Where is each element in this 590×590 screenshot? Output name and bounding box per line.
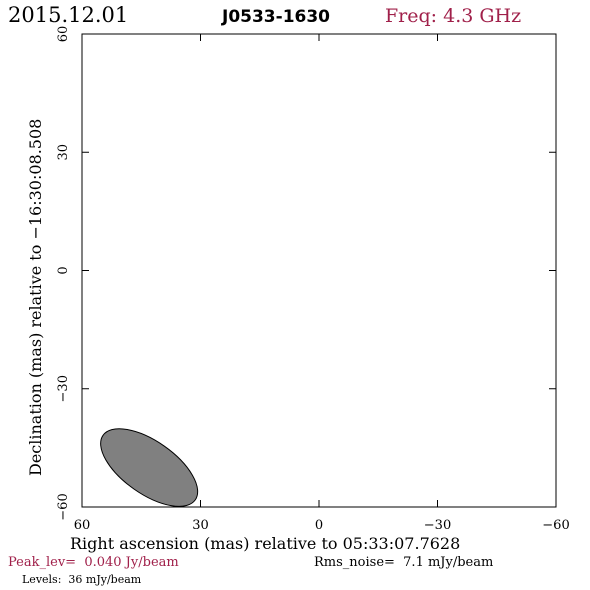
x-tick-label: 60 <box>74 518 91 533</box>
plot-frame <box>81 33 557 508</box>
contour-levels: Levels: 36 mJy/beam <box>22 573 142 586</box>
y-tick-label: −60 <box>56 493 71 520</box>
rms-noise: Rms_noise= 7.1 mJy/beam <box>314 555 493 570</box>
x-tick-label: 30 <box>192 518 209 533</box>
x-tick-label: −30 <box>424 518 451 533</box>
y-tick-label: 30 <box>56 144 71 161</box>
y-axis-label: Declination (mas) relative to −16:30:08.… <box>26 119 45 476</box>
beam-layer <box>100 428 199 507</box>
observation-date: 2015.12.01 <box>8 3 128 27</box>
x-tick-label: −60 <box>542 518 569 533</box>
y-tick-label: −30 <box>56 375 71 402</box>
x-tick-label: 0 <box>315 518 323 533</box>
axis-tick-labels: 60 30 0 −30 −60 −60 −30 0 30 60 <box>56 26 570 533</box>
frequency-label: Freq: 4.3 GHz <box>385 5 521 27</box>
beam-ellipse <box>100 428 199 507</box>
source-name: J0533-1630 <box>221 7 330 27</box>
y-tick-label: 60 <box>56 26 71 43</box>
axis-ticks <box>81 33 557 508</box>
x-axis-label: Right ascension (mas) relative to 05:33:… <box>70 534 460 553</box>
peak-level: Peak_lev= 0.040 Jy/beam <box>8 555 179 570</box>
y-tick-label: 0 <box>56 266 71 274</box>
